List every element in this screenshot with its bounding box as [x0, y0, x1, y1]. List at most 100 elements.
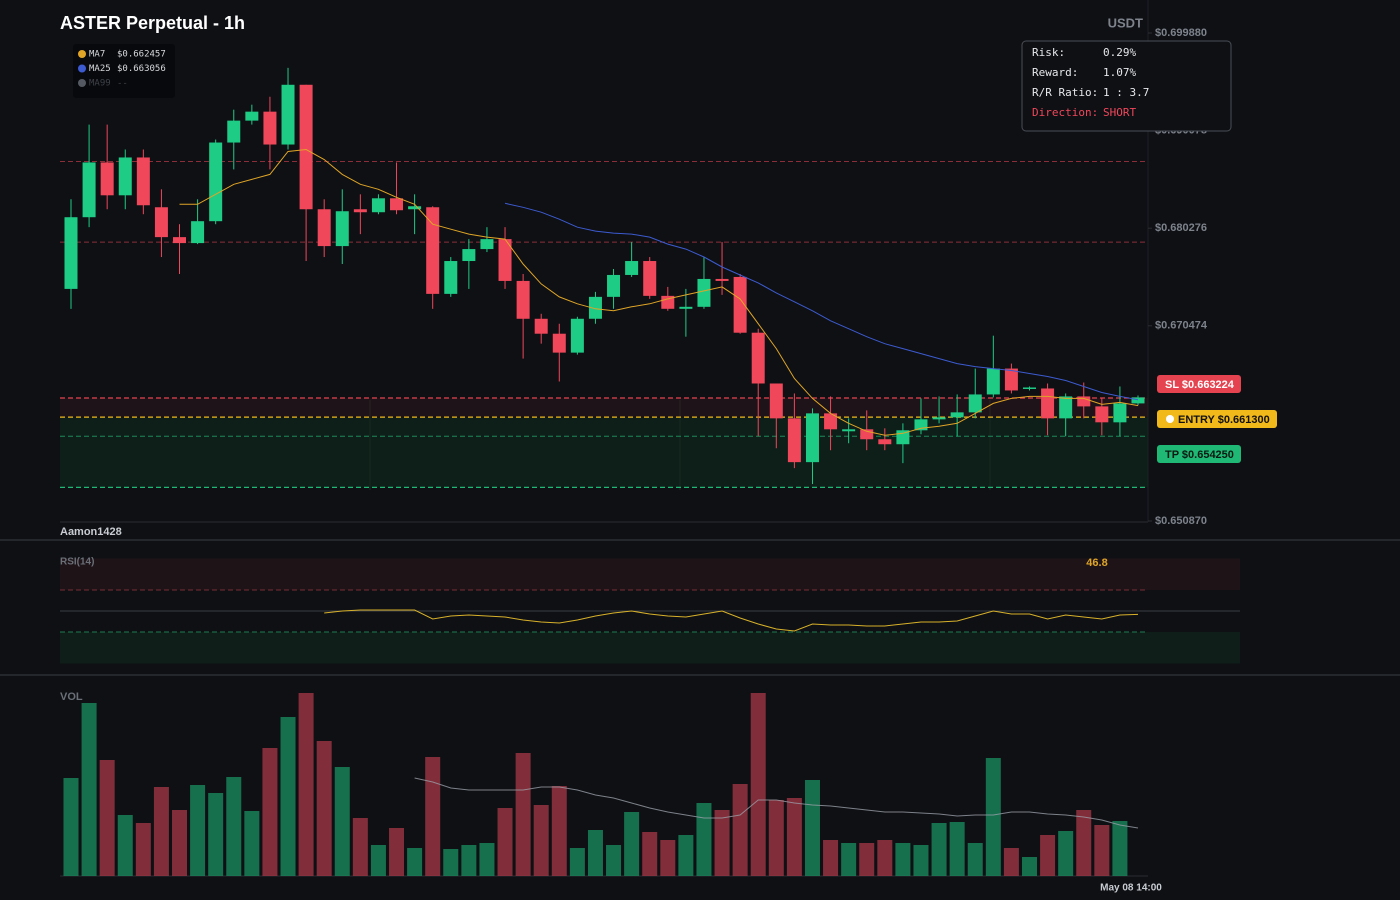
candle-body: [263, 111, 277, 145]
legend-swatch: [78, 64, 86, 73]
candle-body: [1004, 368, 1018, 391]
risk-zone: [60, 397, 1148, 418]
candle-body: [643, 261, 657, 296]
candle-body: [118, 157, 132, 196]
volume-bar: [172, 810, 188, 876]
volume-bar: [1112, 821, 1128, 876]
volume-bar: [877, 840, 893, 876]
currency: USDT: [1108, 15, 1143, 30]
level-label: TP $0.654250: [1165, 449, 1234, 461]
volume-bar: [1094, 825, 1110, 876]
candle-body: [444, 261, 458, 294]
legend-value: --: [117, 79, 128, 89]
reward-zone: [60, 417, 1148, 488]
volume-bar: [804, 780, 820, 876]
candle-body: [534, 318, 548, 334]
volume-bar: [208, 793, 224, 876]
level-label: SL $0.663224: [1165, 379, 1235, 391]
info-value: 1 : 3.7: [1103, 86, 1149, 99]
volume-bar: [606, 845, 622, 876]
volume-bar: [732, 784, 748, 876]
level-pill: [1157, 410, 1277, 428]
candle-body: [462, 249, 476, 262]
y-tick-label: $0.670474: [1155, 320, 1208, 332]
volume-bar: [931, 823, 947, 876]
candle-body: [679, 306, 693, 309]
y-tick-label: $0.680276: [1155, 222, 1207, 234]
volume-bar: [407, 848, 423, 876]
level-pill: [1157, 375, 1241, 393]
volume-bar: [859, 843, 875, 876]
volume-bar: [425, 757, 441, 876]
candle-body: [697, 278, 711, 307]
candle-body: [353, 209, 367, 213]
candle-body: [245, 111, 259, 121]
volume-bar: [1040, 835, 1056, 876]
volume-bar: [153, 787, 169, 876]
candle-body: [661, 295, 675, 309]
candle-body: [1131, 397, 1145, 404]
candle-body: [1022, 387, 1036, 389]
volume-bar: [841, 843, 857, 876]
candle-body: [932, 417, 946, 420]
rsi-label: RSI(14): [60, 557, 94, 568]
volume-bar: [569, 848, 585, 876]
volume-bar: [497, 808, 513, 876]
volume-bar: [135, 823, 151, 876]
info-box: [1021, 40, 1232, 132]
level-label: ENTRY $0.661300: [1178, 414, 1270, 426]
volume-bar: [750, 693, 766, 876]
legend-swatch: [78, 79, 86, 87]
candle-body: [607, 274, 621, 297]
info-label: R/R Ratio:: [1032, 86, 1098, 99]
candle-body: [1059, 396, 1073, 419]
candle-body: [335, 211, 349, 247]
candle-body: [154, 207, 168, 238]
volume-label: VOL: [60, 691, 83, 703]
candle-body: [1095, 406, 1109, 423]
entry-icon: [1166, 415, 1174, 423]
watermark: Aamon1428: [60, 526, 122, 538]
candle-body: [516, 280, 530, 319]
volume-ma-line: [414, 777, 1139, 829]
candle-body: [950, 412, 964, 418]
candle-body: [986, 368, 1000, 395]
legend-swatch: [78, 50, 86, 58]
background-layer: [0, 0, 1400, 877]
candle-body: [317, 209, 331, 247]
volume-bar: [461, 845, 477, 876]
candle-body: [299, 84, 313, 210]
candle-body: [100, 162, 114, 196]
info-value: SHORT: [1103, 106, 1136, 119]
candle-body: [570, 318, 584, 353]
volume-bar: [389, 828, 405, 876]
info-value: 0.29%: [1103, 46, 1136, 59]
candle-body: [408, 206, 422, 210]
volume-bar: [587, 830, 603, 876]
info-label: Risk:: [1032, 46, 1065, 59]
volume-bar: [515, 753, 531, 876]
volume-bar: [533, 805, 549, 876]
volume-bar: [262, 748, 278, 876]
candle-body: [191, 221, 205, 244]
legend-box: [73, 44, 175, 98]
moving-average-line: [504, 202, 1139, 401]
volume-bar: [190, 785, 206, 876]
volume-bar: [117, 815, 133, 876]
candle-body: [860, 429, 874, 440]
candle-body: [1077, 396, 1091, 407]
candle-body: [751, 332, 765, 384]
volume-bar: [895, 843, 911, 876]
volume-bar: [298, 693, 314, 876]
candle-body: [805, 413, 819, 463]
x-tick-label: May 08 14:00: [1100, 883, 1162, 894]
volume-bar: [696, 803, 712, 876]
legend-name: MA99: [89, 79, 111, 89]
volume-bar: [1003, 848, 1019, 876]
volume-bar: [352, 818, 368, 876]
candle-body: [914, 419, 928, 431]
volume-bar: [443, 849, 459, 876]
candle-body: [371, 198, 385, 213]
legend-value: $0.662457: [117, 50, 166, 60]
